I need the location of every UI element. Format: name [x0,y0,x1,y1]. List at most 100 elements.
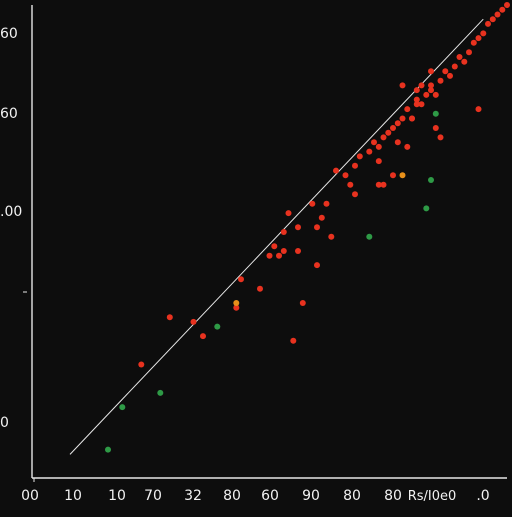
data-point-red [461,59,467,65]
scatter-points [105,2,510,453]
data-point-green [423,205,429,211]
x-tick-label: 10 [64,488,82,504]
x-tick-label: 70 [144,488,162,504]
data-point-red [300,300,306,306]
data-point-red [452,64,458,70]
data-point-red [490,16,496,22]
x-tick-label: 80 [343,488,361,504]
data-point-orange [400,172,406,178]
data-point-red [428,68,434,74]
data-point-red [309,201,315,207]
data-point-red [352,191,358,197]
data-point-red [400,116,406,122]
data-point-red [409,116,415,122]
data-point-red [499,7,505,13]
data-point-red [400,82,406,88]
data-point-red [385,130,391,136]
data-point-red [267,253,273,259]
data-point-red [438,134,444,140]
data-point-red [376,158,382,164]
data-point-red [423,92,429,98]
data-point-red [428,87,434,93]
x-tick-label: 90 [302,488,320,504]
y-tick-label: 60 [0,26,18,42]
data-point-red [238,276,244,282]
x-tick-label: 80 [223,488,241,504]
data-point-green [366,234,372,240]
data-point-red [314,224,320,230]
data-point-red [200,333,206,339]
y-tick-label: .00 [0,204,22,220]
data-point-red [314,262,320,268]
x-tick-label: 80 [384,488,402,504]
data-point-orange [233,300,239,306]
data-point-red [419,82,425,88]
data-point-red [442,68,448,74]
data-point-red [281,229,287,235]
data-point-red [476,35,482,41]
data-point-red [395,139,401,145]
data-point-red [480,30,486,36]
data-point-red [281,248,287,254]
data-point-red [485,21,491,27]
x-tick-label: Rs/I0e0 [408,489,457,504]
data-point-green [433,111,439,117]
data-point-red [504,2,510,8]
x-tick-label: 10 [108,488,126,504]
data-point-red [381,182,387,188]
data-point-red [404,144,410,150]
data-point-green [105,447,111,453]
data-point-red [495,12,501,18]
data-point-red [357,153,363,159]
y-tick-label: 0 [0,415,9,431]
data-point-red [433,125,439,131]
data-point-red [404,106,410,112]
data-point-red [271,243,277,249]
data-point-red [324,201,330,207]
data-point-red [476,106,482,112]
x-tick-label: 32 [184,488,202,504]
data-point-red [433,92,439,98]
data-point-red [414,101,420,107]
data-point-green [428,177,434,183]
data-point-red [290,338,296,344]
data-point-red [457,54,463,60]
data-point-red [395,120,401,126]
data-point-red [466,49,472,55]
data-point-red [347,182,353,188]
y-tick-label: 60 [0,106,18,122]
x-tick-label: .0 [476,488,489,504]
y-tick-labels: 60 60 .00 0 [0,26,22,431]
data-point-red [447,73,453,79]
data-point-red [138,362,144,368]
data-point-red [381,134,387,140]
data-point-red [366,149,372,155]
data-point-red [167,314,173,320]
x-tick-label: 00 [21,488,39,504]
data-point-green [157,390,163,396]
data-point-red [352,163,358,169]
data-point-red [319,215,325,221]
data-point-red [343,172,349,178]
data-point-green [119,404,125,410]
data-point-red [371,139,377,145]
data-point-red [390,125,396,131]
data-point-red [328,234,334,240]
x-tick-label: 60 [261,488,279,504]
x-tick-labels: 00 10 10 70 32 80 60 90 80 80 Rs/I0e0 .0 [21,488,490,504]
data-point-red [438,78,444,84]
data-point-red [286,210,292,216]
data-point-red [376,144,382,150]
data-point-red [414,87,420,93]
data-point-red [390,172,396,178]
data-point-red [295,248,301,254]
data-point-red [333,168,339,174]
data-point-red [276,253,282,259]
data-point-red [295,224,301,230]
data-point-red [471,40,477,46]
data-point-green [214,324,220,330]
axes [23,5,507,482]
data-point-red [191,319,197,325]
